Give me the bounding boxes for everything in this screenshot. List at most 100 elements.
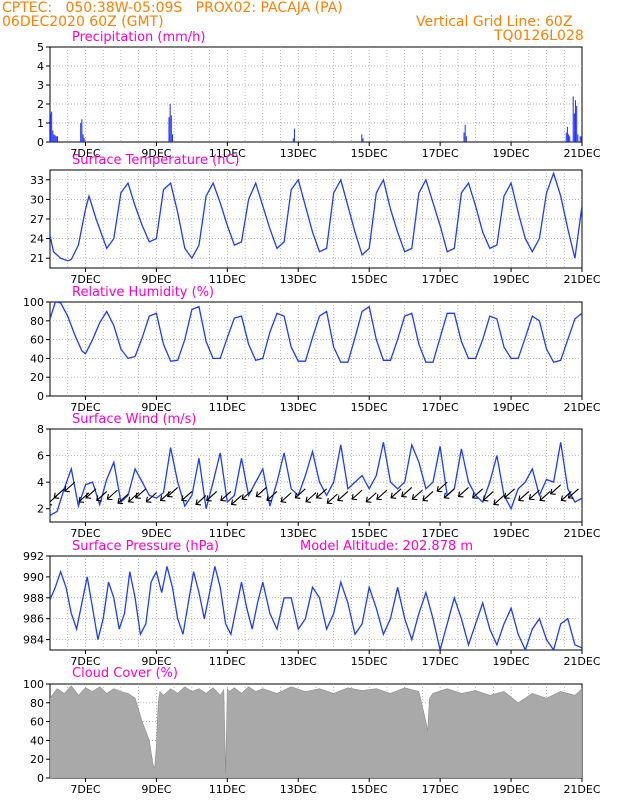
wind-arrow-head: [230, 499, 237, 506]
wind-series: [50, 442, 582, 516]
rh-frame: [49, 301, 583, 397]
precip-bar: [168, 117, 170, 142]
wind-arrow-head: [117, 497, 124, 505]
temp-xtick-label: 7DEC: [70, 273, 100, 286]
header-model-id: TQ0126L028: [494, 28, 584, 44]
wind-xtick-label: 9DEC: [141, 527, 171, 540]
precip-ytick-label: 0: [37, 136, 44, 149]
precip-xtick-label: 13DEC: [280, 147, 317, 160]
precip-ytick-label: 1: [37, 117, 44, 130]
wind-direction-arrow: [78, 492, 90, 503]
wind-direction-arrow: [376, 489, 388, 500]
header-station-line: CPTEC: 050:38W-05:09S PROX02: PACAJA (PA…: [2, 0, 343, 16]
wind-direction-arrow: [529, 489, 540, 500]
wind-title: Surface Wind (m/s): [72, 412, 196, 427]
precip-xtick-label: 11DEC: [209, 147, 246, 160]
wind-arrow-head: [64, 486, 70, 493]
pres-xtick-label: 17DEC: [422, 655, 459, 668]
wind-direction-arrow: [305, 492, 317, 503]
wind-arrow-head: [241, 494, 248, 501]
wind-line: [50, 442, 582, 516]
rh-line: [50, 302, 582, 363]
wind-direction-arrow: [539, 491, 551, 501]
wind-direction-arrow: [504, 488, 515, 499]
wind-arrow-head: [96, 495, 102, 502]
wind-direction-arrow: [568, 488, 579, 499]
wind-arrow-head: [493, 499, 500, 506]
precip-bar: [55, 136, 57, 142]
wind-direction-arrow: [326, 493, 338, 504]
temp-xtick-label: 17DEC: [422, 273, 459, 286]
precip-bar: [575, 100, 577, 142]
precip-xtick-label: 9DEC: [141, 147, 171, 160]
precip-xtick-label: 15DEC: [351, 147, 388, 160]
precip-xtick-label: 19DEC: [493, 147, 530, 160]
wind-arrow-head: [53, 492, 60, 499]
wind-direction-arrow: [316, 488, 328, 499]
precip-bar: [293, 128, 295, 142]
wind-arrow-head: [145, 496, 152, 503]
pres-ytick-label: 986: [23, 613, 44, 626]
cloud-xtick-label: 13DEC: [280, 783, 317, 796]
pres-panel: 984 986 988 990 992 7DEC 9DEC 11DEC 13DEC 15DEC 17…: [23, 539, 601, 668]
wind-arrow-head: [482, 495, 489, 502]
wind-arrow-head: [206, 495, 212, 502]
wind-arrow-head: [280, 496, 287, 503]
precip-bar: [572, 96, 574, 142]
wind-direction-arrow: [443, 488, 455, 499]
wind-direction-arrow: [266, 491, 278, 501]
precip-bar: [82, 134, 84, 142]
cloud-xtick-label: 17DEC: [422, 783, 459, 796]
pres-ytick-label: 990: [23, 571, 44, 584]
wind-arrow-head: [255, 491, 262, 498]
temp-ytick-label: 21: [30, 252, 44, 265]
temp-series: [50, 171, 582, 262]
wind-direction-arrow: [53, 488, 65, 499]
precip-ytick-label: 4: [37, 60, 44, 73]
wind-direction-arrow: [128, 492, 140, 503]
wind-direction-arrow: [412, 489, 423, 500]
precip-title: Precipitation (mm/h): [72, 30, 205, 45]
wind-direction-arrow: [458, 487, 469, 497]
pres-line: [50, 566, 582, 650]
wind-xtick-label: 13DEC: [280, 527, 317, 540]
precip-bar: [580, 136, 582, 142]
precip-xtick-label: 7DEC: [70, 147, 100, 160]
cloud-series: [50, 685, 582, 778]
precip-xtick-label: 17DEC: [422, 147, 459, 160]
pres-xtick-label: 15DEC: [351, 655, 388, 668]
precip-bar: [569, 136, 571, 142]
rh-xtick-label: 21DEC: [563, 401, 600, 414]
precip-bar: [83, 138, 85, 142]
wind-arrow-head: [518, 495, 524, 502]
temp-xtick-label: 15DEC: [351, 273, 388, 286]
cloud-ytick-label: 60: [30, 716, 44, 729]
temp-ytick-label: 27: [30, 213, 44, 226]
wind-direction-arrow: [146, 492, 157, 503]
wind-direction-arrow: [365, 492, 377, 503]
precip-bar: [463, 132, 465, 142]
cloud-ytick-label: 100: [23, 678, 44, 691]
wind-direction-arrow: [64, 481, 76, 492]
wind-arrow-head: [550, 488, 556, 495]
wind-arrow-head: [422, 495, 429, 502]
header-grid-line-note: Vertical Grid Line: 60Z: [416, 14, 573, 30]
wind-direction-arrow: [160, 491, 171, 501]
wind-arrow-head: [539, 495, 546, 502]
precip-bar: [81, 119, 83, 142]
precip-bar: [465, 136, 467, 142]
temp-panel: 21 24 27 30 33 7DEC 9DEC 11DEC 13DEC 15DEC 17DEC 19…: [30, 153, 601, 286]
temp-xtick-label: 21DEC: [563, 273, 600, 286]
wind-direction-arrow: [401, 487, 413, 497]
cloud-xtick-label: 15DEC: [351, 783, 388, 796]
wind-direction-arrow: [337, 491, 349, 501]
pres-xtick-label: 11DEC: [209, 655, 246, 668]
wind-xtick-label: 17DEC: [422, 527, 459, 540]
temp-line: [50, 171, 582, 262]
precip-bar: [576, 105, 578, 142]
wind-arrow-head: [436, 486, 443, 493]
cloud-panel: 0 20 40 60 80 100 7DEC 9DEC 11DEC 13DEC 15DEC 17DEC…: [23, 666, 601, 796]
precip-xtick-label: 21DEC: [563, 147, 600, 160]
wind-direction-arrow: [241, 489, 253, 500]
pres-ytick-label: 988: [23, 592, 44, 605]
